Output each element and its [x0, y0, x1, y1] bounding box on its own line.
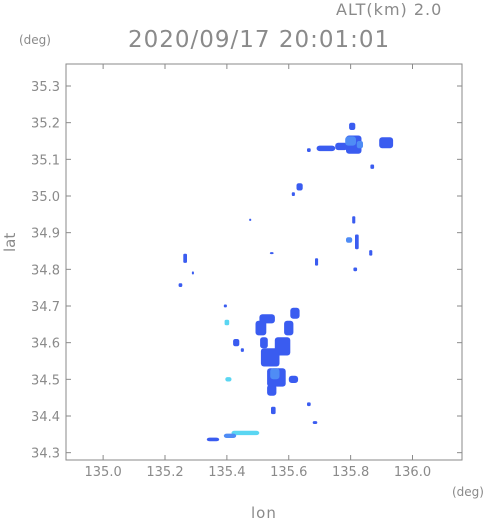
echo-cell: [345, 136, 356, 146]
echo-cell: [249, 218, 252, 221]
x-ticks: 135.0 135.2 135.4 135.6 135.8 136.0: [85, 64, 431, 480]
echo-cell: [335, 142, 348, 151]
echo-cell: [307, 402, 311, 407]
echo-cell: [260, 348, 280, 367]
plot-frame: [65, 63, 463, 461]
y-tick-label: 34.5: [31, 373, 60, 388]
echo-cell: [183, 253, 187, 263]
echo-cell: [355, 234, 359, 250]
x-tick-label: 136.0: [394, 465, 431, 480]
echo-cell: [316, 145, 336, 152]
x-tick-label: 135.2: [146, 465, 183, 480]
y-tick-label: 35.3: [31, 80, 60, 95]
y-tick-label: 35.2: [31, 117, 60, 132]
echo-cell: [255, 320, 267, 336]
echo-cells: [178, 122, 394, 442]
x-tick-label: 135.6: [270, 465, 307, 480]
echo-cell: [240, 348, 244, 352]
y-tick-label: 34.8: [31, 263, 60, 278]
altitude-label: ALT(km) 2.0: [336, 0, 443, 19]
y-tick-label: 34.6: [31, 337, 60, 352]
echo-cell: [370, 164, 375, 169]
echo-cell: [191, 271, 194, 275]
echo-cell: [223, 433, 237, 438]
echo-cell: [290, 307, 300, 319]
echo-cell: [288, 375, 299, 383]
y-tick-label: 34.9: [31, 227, 60, 242]
echo-cell: [225, 377, 232, 382]
echo-cell: [379, 137, 394, 149]
y-tick-label: 35.1: [31, 153, 60, 168]
y-tick-label: 35.0: [31, 190, 60, 205]
x-axis-unit: (deg): [452, 485, 484, 499]
echo-cell: [307, 148, 311, 152]
x-tick-label: 135.4: [208, 465, 245, 480]
echo-cell: [270, 368, 280, 380]
y-tick-label: 34.4: [31, 410, 60, 425]
echo-cell: [312, 421, 318, 424]
echo-cell: [267, 384, 277, 396]
y-ticks: 34.3 34.4 34.5 34.6 34.7 34.8 34.9 35.0 35.1 35.2…: [31, 80, 462, 462]
x-axis-label: lon: [251, 504, 277, 522]
echo-cell: [296, 183, 303, 191]
echo-cell: [291, 192, 295, 196]
echo-cell: [356, 141, 363, 149]
timestamp-title: 2020/09/17 20:01:01: [128, 27, 391, 53]
x-tick-label: 135.8: [332, 465, 369, 480]
echo-cell: [231, 430, 260, 436]
echo-cell: [284, 320, 294, 336]
echo-cell: [369, 250, 373, 256]
echo-cell: [206, 437, 220, 442]
y-tick-label: 34.7: [31, 300, 60, 315]
echo-cell: [353, 267, 358, 272]
echo-cell: [349, 122, 356, 130]
echo-cell: [269, 252, 274, 255]
echo-cell: [352, 216, 356, 224]
echo-cell: [178, 283, 183, 287]
echo-cell: [223, 304, 227, 308]
x-tick-label: 135.0: [85, 465, 122, 480]
echo-cell: [271, 406, 276, 415]
y-axis-unit: (deg): [19, 33, 51, 47]
echo-cell: [315, 258, 319, 266]
echo-cell: [260, 337, 268, 349]
y-tick-label: 34.3: [31, 447, 60, 462]
echo-cell: [224, 319, 230, 326]
echo-cell: [346, 237, 353, 243]
echo-cell: [233, 339, 240, 347]
